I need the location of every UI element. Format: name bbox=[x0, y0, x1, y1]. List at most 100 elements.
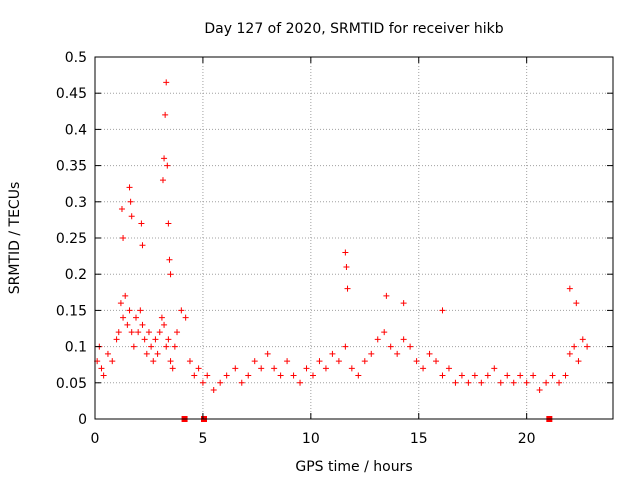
data-point bbox=[374, 336, 381, 343]
data-point bbox=[530, 372, 537, 379]
data-point bbox=[400, 336, 407, 343]
data-point bbox=[573, 300, 580, 307]
data-point bbox=[344, 285, 351, 292]
chart-title: Day 127 of 2020, SRMTID for receiver hik… bbox=[204, 21, 503, 37]
data-point bbox=[584, 343, 591, 350]
y-tick-label: 0.05 bbox=[56, 376, 87, 392]
data-point bbox=[348, 365, 355, 372]
data-point bbox=[400, 300, 407, 307]
data-point bbox=[562, 372, 569, 379]
data-point bbox=[297, 379, 304, 386]
data-point bbox=[309, 372, 316, 379]
data-point bbox=[271, 365, 278, 372]
data-point bbox=[368, 350, 375, 357]
data-point bbox=[163, 343, 170, 350]
data-point bbox=[167, 271, 174, 278]
data-point bbox=[186, 358, 193, 365]
data-point bbox=[383, 292, 390, 299]
y-tick-label: 0.5 bbox=[65, 50, 87, 66]
data-point bbox=[210, 387, 217, 394]
data-point bbox=[258, 365, 265, 372]
data-point bbox=[361, 358, 368, 365]
x-tick-label: 10 bbox=[302, 431, 320, 447]
data-point bbox=[238, 379, 245, 386]
data-point bbox=[491, 365, 498, 372]
data-point bbox=[484, 372, 491, 379]
data-point bbox=[316, 358, 323, 365]
data-point bbox=[135, 329, 142, 336]
y-tick-label: 0.25 bbox=[56, 231, 87, 247]
data-point bbox=[571, 343, 578, 350]
data-point bbox=[139, 321, 146, 328]
data-point bbox=[536, 387, 543, 394]
data-point bbox=[217, 379, 224, 386]
data-point bbox=[579, 336, 586, 343]
data-point bbox=[154, 350, 161, 357]
x-tick-label: 5 bbox=[198, 431, 207, 447]
data-point bbox=[439, 372, 446, 379]
data-point bbox=[471, 372, 478, 379]
data-point bbox=[174, 329, 181, 336]
data-point bbox=[342, 343, 349, 350]
data-point bbox=[355, 372, 362, 379]
data-point bbox=[182, 314, 189, 321]
data-point bbox=[165, 220, 172, 227]
x-axis-label: GPS time / hours bbox=[295, 459, 412, 475]
x-tick-label: 15 bbox=[410, 431, 428, 447]
x-tick-label: 20 bbox=[518, 431, 536, 447]
data-point bbox=[163, 79, 170, 86]
data-point bbox=[465, 379, 472, 386]
data-point bbox=[169, 365, 176, 372]
data-point bbox=[566, 285, 573, 292]
data-point bbox=[118, 206, 125, 213]
data-point bbox=[109, 358, 116, 365]
data-point bbox=[127, 198, 134, 205]
data-point bbox=[171, 343, 178, 350]
data-point bbox=[556, 379, 563, 386]
data-point bbox=[165, 336, 172, 343]
grid-lines bbox=[95, 57, 613, 419]
data-point bbox=[113, 336, 120, 343]
data-point bbox=[98, 365, 105, 372]
data-point bbox=[117, 300, 124, 307]
data-point bbox=[100, 372, 107, 379]
data-point bbox=[150, 358, 157, 365]
data-point bbox=[178, 307, 185, 314]
data-point bbox=[161, 321, 168, 328]
data-point bbox=[284, 358, 291, 365]
data-point bbox=[167, 358, 174, 365]
data-point bbox=[322, 365, 329, 372]
y-tick-label: 0.4 bbox=[65, 122, 87, 138]
y-tick-label: 0.35 bbox=[56, 159, 87, 175]
y-tick-label: 0.1 bbox=[65, 340, 87, 356]
data-point bbox=[523, 379, 530, 386]
data-point bbox=[126, 307, 133, 314]
data-point bbox=[433, 358, 440, 365]
data-point bbox=[420, 365, 427, 372]
data-point bbox=[141, 336, 148, 343]
data-point bbox=[343, 263, 350, 270]
data-point bbox=[120, 235, 127, 241]
data-point bbox=[158, 314, 165, 321]
data-point bbox=[143, 350, 150, 357]
data-point bbox=[115, 329, 122, 336]
data-point bbox=[381, 329, 388, 336]
data-point bbox=[223, 372, 230, 379]
data-point bbox=[387, 343, 394, 350]
data-point bbox=[566, 350, 573, 357]
data-point bbox=[232, 365, 239, 372]
data-point bbox=[264, 350, 271, 357]
data-point bbox=[191, 372, 198, 379]
data-point bbox=[329, 350, 336, 357]
data-point bbox=[394, 350, 401, 357]
y-tick-labels: 0 0.05 0.1 0.15 0.2 0.25 0.3 0.35 0.4 0.45 0.5 bbox=[56, 50, 87, 428]
data-point bbox=[126, 184, 133, 191]
data-point bbox=[290, 372, 297, 379]
y-tick-label: 0.45 bbox=[56, 86, 87, 102]
data-point bbox=[159, 177, 166, 184]
data-point bbox=[122, 292, 129, 299]
data-point bbox=[139, 242, 146, 249]
y-tick-label: 0.15 bbox=[56, 303, 87, 319]
data-point bbox=[128, 329, 135, 336]
